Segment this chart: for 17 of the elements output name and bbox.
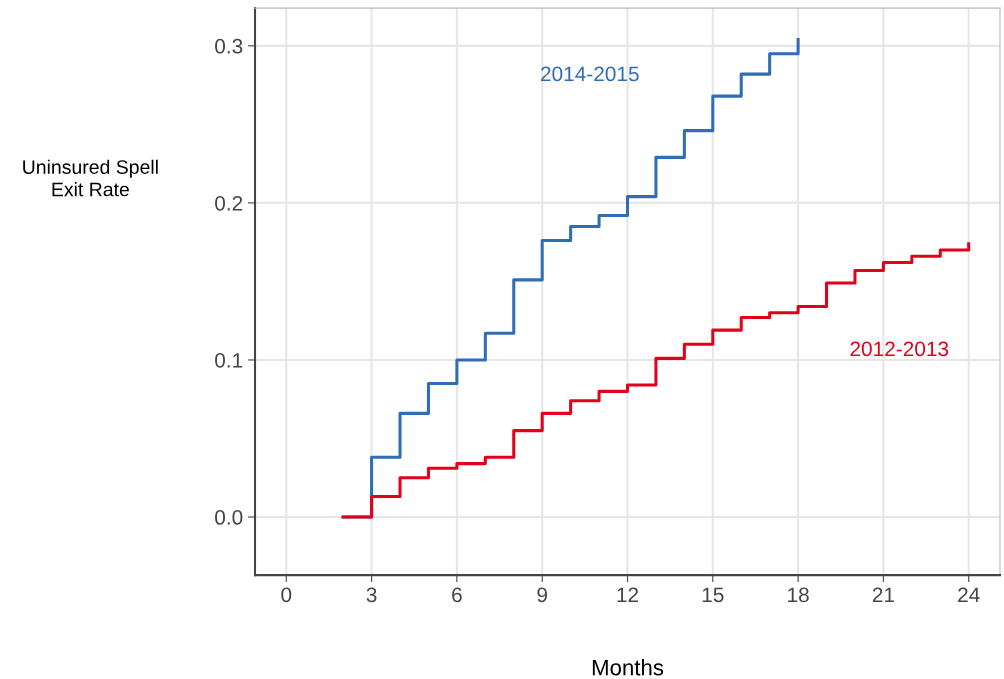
x-tick-label: 0 (281, 587, 292, 603)
y-tick-label: 0.3 (215, 38, 243, 54)
x-tick-label: 12 (617, 587, 639, 603)
x-tick-label: 9 (537, 587, 547, 603)
x-tick-label: 18 (788, 587, 809, 603)
text: 2014-2015 (541, 66, 639, 82)
y-tick-label: 0.1 (215, 352, 243, 368)
x-axis-title: Months (592, 659, 664, 676)
y-tick-label: 0.2 (215, 195, 243, 211)
x-tick-label: 6 (452, 587, 462, 603)
x-tick-label: 24 (958, 587, 980, 603)
text: 2012-2013 (850, 341, 949, 357)
x-tick-label: 21 (872, 587, 894, 603)
x-tick-label: 3 (366, 587, 377, 603)
y-axis-title: Uninsured Spell Exit Rate (23, 159, 158, 197)
y-tick-label: 0.0 (215, 510, 243, 525)
x-tick-label: 15 (702, 587, 724, 603)
